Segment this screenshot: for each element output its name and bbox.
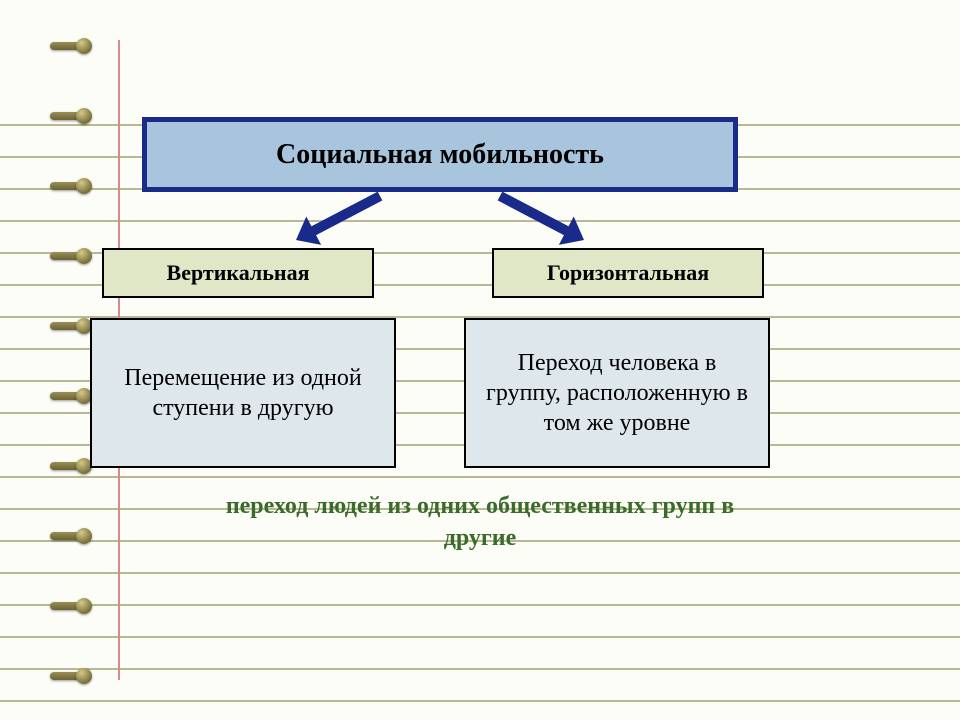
bottom-caption: переход людей из одних общественных груп… xyxy=(200,490,760,555)
branch-left-label-box: Вертикальная xyxy=(102,248,374,298)
title-text: Социальная мобильность xyxy=(276,139,604,171)
branch-right-desc: Переход человека в группу, расположенную… xyxy=(478,348,756,438)
bottom-caption-text: переход людей из одних общественных груп… xyxy=(226,493,734,551)
diagram-content: Социальная мобильность Вертикальная Гори… xyxy=(0,0,960,720)
branch-left-desc: Перемещение из одной ступени в другую xyxy=(104,363,382,423)
branch-right-desc-box: Переход человека в группу, расположенную… xyxy=(464,318,770,468)
title-box: Социальная мобильность xyxy=(142,117,738,192)
branch-left-label: Вертикальная xyxy=(167,260,310,286)
branch-right-label-box: Горизонтальная xyxy=(492,248,764,298)
branch-right-label: Горизонтальная xyxy=(547,260,709,286)
slide: Социальная мобильность Вертикальная Гори… xyxy=(0,0,960,720)
branch-left-desc-box: Перемещение из одной ступени в другую xyxy=(90,318,396,468)
